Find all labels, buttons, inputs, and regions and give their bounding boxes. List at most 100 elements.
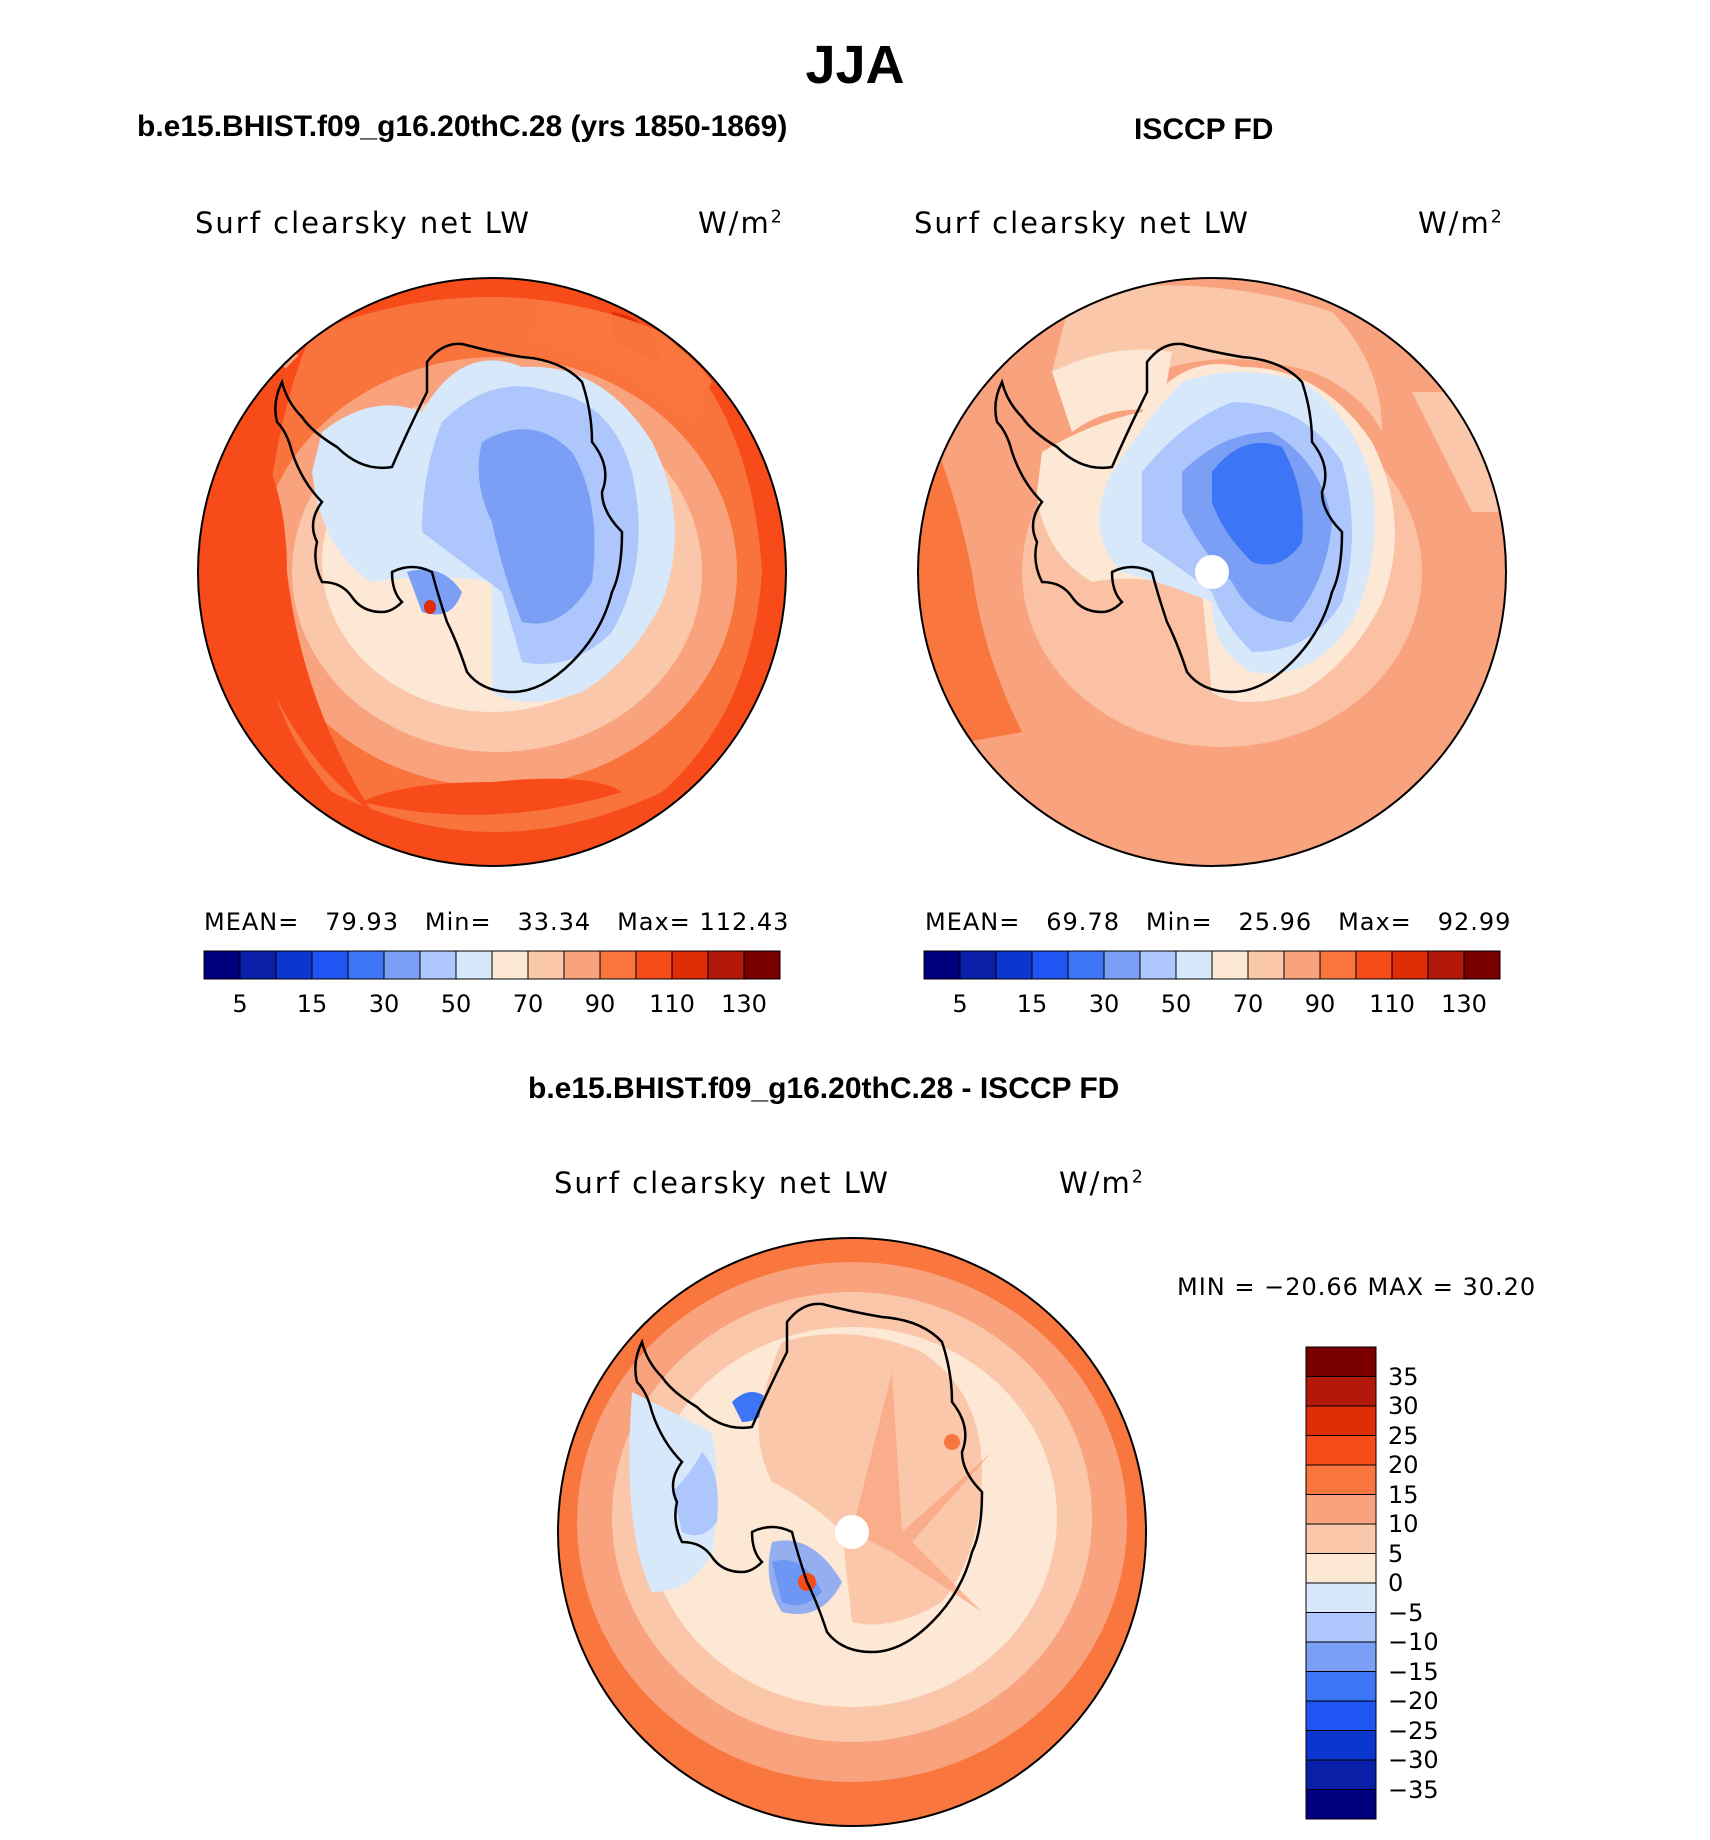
panel-diff-colorbar: [1305, 1346, 1377, 1820]
model-colorbar-swatch: [239, 950, 277, 980]
obs-ice-5: [1212, 442, 1303, 565]
model-coastline: [274, 342, 624, 694]
obs-top-patch: [1052, 285, 1382, 432]
obs-colorbar-tick-label: 50: [1160, 990, 1192, 1018]
panel-obs-map: [917, 277, 1507, 867]
diff-colorbar-swatch: [1305, 1464, 1377, 1495]
model-colorbar-swatch: [383, 950, 421, 980]
model-colorbar-swatch: [491, 950, 529, 980]
diff-colorbar-swatch: [1305, 1759, 1377, 1790]
model-left-band: [217, 402, 372, 812]
obs-pole-hole: [1195, 555, 1229, 589]
obs-colorbar-swatch: [959, 950, 997, 980]
model-colorbar-tick-label: 90: [584, 990, 616, 1018]
model-colorbar-swatch: [275, 950, 313, 980]
obs-colorbar-tick-label: 130: [1441, 990, 1487, 1018]
panel-obs-title: ISCCP FD: [1134, 113, 1274, 146]
diff-warm-spot-1: [944, 1434, 960, 1450]
model-ice-3: [478, 429, 595, 624]
obs-colorbar-tick-label: 110: [1369, 990, 1415, 1018]
model-map-border: [197, 277, 787, 867]
diff-colorbar-tick-label: 15: [1388, 1480, 1419, 1509]
model-colorbar-tick-label: 5: [232, 990, 248, 1018]
model-colorbar-swatch: [527, 950, 565, 980]
diff-interior-rays: [852, 1372, 992, 1612]
panel-obs-colorbar-ticks: 5 15 30 50 70 90 110 130: [924, 990, 1500, 1020]
diff-colorbar-swatch: [1305, 1730, 1377, 1761]
panel-model-colorbar: [203, 950, 781, 980]
diff-colorbar-swatch: [1305, 1641, 1377, 1672]
model-colorbar-swatch: [203, 950, 241, 980]
diff-colorbar-swatch: [1305, 1612, 1377, 1643]
model-hot-spot: [424, 600, 436, 614]
diff-colorbar-tick-label: 10: [1388, 1510, 1419, 1538]
model-colorbar-swatch: [455, 950, 493, 980]
panel-model-stats: MEAN= 79.93 Min= 33.34 Max= 112.43: [204, 908, 790, 936]
model-colorbar-swatch: [599, 950, 637, 980]
panel-model-colorbar-ticks: 5 15 30 50 70 90 110 130: [204, 990, 780, 1020]
model-colorbar-tick-label: 110: [649, 990, 695, 1018]
diff-map-border: [557, 1237, 1147, 1827]
panel-model-units-label: W/m2: [698, 206, 784, 240]
panel-diff-colorbar-ticks: 35 30 25 20 15 10 5 0 −5 −10 −15 −20 −25 −30 −35: [1388, 1347, 1478, 1819]
diff-colorbar-swatch: [1305, 1671, 1377, 1702]
diff-colorbar-swatch: [1305, 1376, 1377, 1407]
obs-colorbar-swatch: [1211, 950, 1249, 980]
diff-colorbar-tick-label: −30: [1388, 1746, 1439, 1774]
model-colorbar-tick-label: 30: [368, 990, 400, 1018]
obs-colorbar-swatch: [923, 950, 961, 980]
panel-model-variable-label: Surf clearsky net LW: [195, 206, 531, 240]
model-colorbar-swatch: [563, 950, 601, 980]
diff-colorbar-swatch: [1305, 1405, 1377, 1436]
diff-colorbar-swatch: [1305, 1523, 1377, 1554]
model-colorbar-swatch: [743, 950, 781, 980]
diff-colorbar-tick-label: −20: [1388, 1687, 1439, 1715]
model-colorbar-swatch: [707, 950, 745, 980]
diff-colorbar-swatch: [1305, 1494, 1377, 1525]
obs-colorbar-swatch: [1139, 950, 1177, 980]
panel-obs-stats: MEAN= 69.78 Min= 25.96 Max= 92.99: [925, 908, 1512, 936]
obs-colorbar-swatch: [1355, 950, 1393, 980]
obs-colorbar-tick-label: 90: [1304, 990, 1336, 1018]
obs-left-band: [918, 392, 1022, 752]
diff-pole-hole: [835, 1515, 869, 1549]
obs-colorbar-tick-label: 70: [1232, 990, 1264, 1018]
model-colorbar-tick-label: 130: [721, 990, 767, 1018]
model-colorbar-swatch: [671, 950, 709, 980]
obs-coastline: [994, 342, 1344, 694]
diff-colorbar-tick-label: 20: [1388, 1451, 1419, 1479]
model-colorbar-swatch: [311, 950, 349, 980]
diff-colorbar-tick-label: −5: [1388, 1598, 1424, 1627]
model-colorbar-swatch: [635, 950, 673, 980]
model-bottom-band: [362, 778, 622, 815]
obs-colorbar-swatch: [1391, 950, 1429, 980]
obs-colorbar-swatch: [995, 950, 1033, 980]
diff-colorbar-swatch: [1305, 1553, 1377, 1584]
panel-obs-units-label: W/m2: [1418, 206, 1504, 240]
diff-colorbar-swatch: [1305, 1789, 1377, 1820]
obs-colorbar-swatch: [1427, 950, 1465, 980]
obs-colorbar-tick-label: 5: [952, 990, 968, 1018]
diff-colorbar-tick-label: 35: [1388, 1362, 1419, 1391]
obs-pale-patch: [1052, 349, 1172, 432]
diff-colorbar-swatch: [1305, 1346, 1377, 1377]
panel-diff-stats: MIN = −20.66 MAX = 30.20: [1177, 1273, 1537, 1301]
diff-colorbar-tick-label: −10: [1388, 1628, 1439, 1656]
panel-model-title: b.e15.BHIST.f09_g16.20thC.28 (yrs 1850-1…: [137, 110, 788, 143]
obs-colorbar-tick-label: 30: [1088, 990, 1120, 1018]
diff-colorbar-tick-label: −15: [1388, 1657, 1439, 1686]
obs-map-border: [917, 277, 1507, 867]
obs-colorbar-swatch: [1247, 950, 1285, 980]
diff-coastline: [634, 1302, 984, 1654]
model-colorbar-tick-label: 70: [512, 990, 544, 1018]
model-colorbar-swatch: [347, 950, 385, 980]
obs-colorbar-swatch: [1463, 950, 1501, 980]
panel-obs-variable-label: Surf clearsky net LW: [914, 206, 1250, 240]
obs-colorbar-swatch: [1067, 950, 1105, 980]
model-colorbar-tick-label: 50: [440, 990, 472, 1018]
panel-model-map: [197, 277, 787, 867]
diff-colorbar-swatch: [1305, 1435, 1377, 1466]
panel-diff-title: b.e15.BHIST.f09_g16.20thC.28 - ISCCP FD: [528, 1072, 1120, 1105]
figure-title: JJA: [805, 35, 905, 95]
panel-diff-variable-label: Surf clearsky net LW: [554, 1166, 890, 1200]
